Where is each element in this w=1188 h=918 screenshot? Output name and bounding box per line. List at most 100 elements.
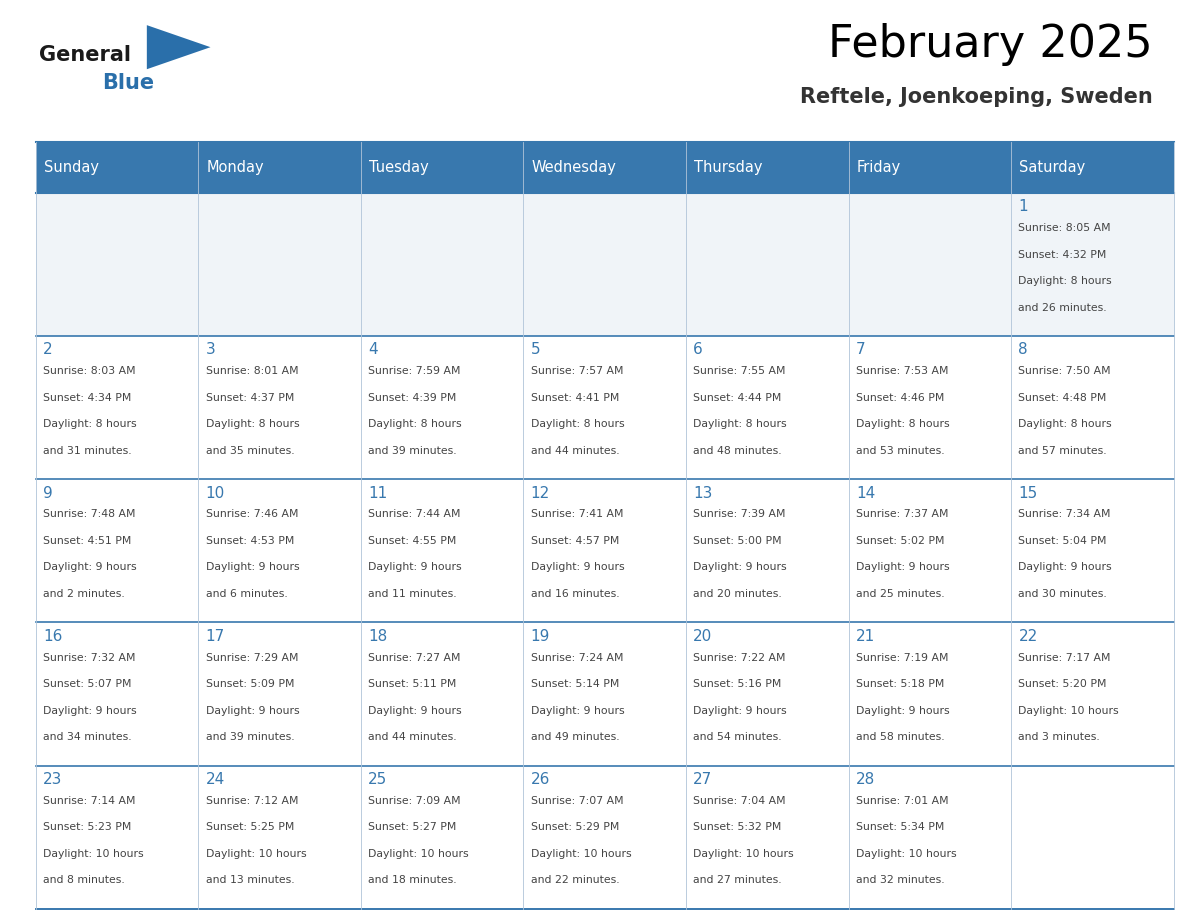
Text: and 57 minutes.: and 57 minutes. [1018,446,1107,455]
Text: Sunset: 5:02 PM: Sunset: 5:02 PM [855,536,944,546]
Text: Daylight: 9 hours: Daylight: 9 hours [694,706,786,716]
Text: 13: 13 [694,486,713,500]
Text: Sunset: 5:27 PM: Sunset: 5:27 PM [368,823,456,833]
Text: Sunset: 5:25 PM: Sunset: 5:25 PM [206,823,293,833]
Text: Saturday: Saturday [1019,160,1086,175]
Text: 18: 18 [368,629,387,644]
Text: Daylight: 9 hours: Daylight: 9 hours [1018,563,1112,573]
Text: and 44 minutes.: and 44 minutes. [368,733,456,742]
Text: Daylight: 10 hours: Daylight: 10 hours [855,849,956,859]
Text: Sunset: 4:55 PM: Sunset: 4:55 PM [368,536,456,546]
Text: Sunset: 4:37 PM: Sunset: 4:37 PM [206,393,293,403]
Text: General: General [39,45,132,65]
Text: and 18 minutes.: and 18 minutes. [368,876,456,885]
Text: 9: 9 [43,486,52,500]
Text: Thursday: Thursday [694,160,763,175]
Text: Sunset: 5:20 PM: Sunset: 5:20 PM [1018,679,1107,689]
Text: and 22 minutes.: and 22 minutes. [531,876,619,885]
Text: Daylight: 10 hours: Daylight: 10 hours [531,849,631,859]
Text: Sunrise: 7:17 AM: Sunrise: 7:17 AM [1018,653,1111,663]
Text: and 48 minutes.: and 48 minutes. [694,446,782,455]
Text: Sunrise: 8:03 AM: Sunrise: 8:03 AM [43,366,135,376]
Text: Daylight: 8 hours: Daylight: 8 hours [1018,276,1112,286]
Text: Daylight: 8 hours: Daylight: 8 hours [43,420,137,430]
Text: Sunrise: 8:01 AM: Sunrise: 8:01 AM [206,366,298,376]
Text: Friday: Friday [857,160,901,175]
Text: and 27 minutes.: and 27 minutes. [694,876,782,885]
Text: Sunrise: 8:05 AM: Sunrise: 8:05 AM [1018,223,1111,233]
Text: Sunset: 5:14 PM: Sunset: 5:14 PM [531,679,619,689]
Text: Sunrise: 7:14 AM: Sunrise: 7:14 AM [43,796,135,806]
Text: 16: 16 [43,629,62,644]
Text: and 44 minutes.: and 44 minutes. [531,446,619,455]
Text: 15: 15 [1018,486,1038,500]
Text: Sunrise: 7:57 AM: Sunrise: 7:57 AM [531,366,624,376]
Text: and 35 minutes.: and 35 minutes. [206,446,295,455]
Text: 25: 25 [368,772,387,787]
Text: Daylight: 10 hours: Daylight: 10 hours [368,849,469,859]
Text: Reftele, Joenkoeping, Sweden: Reftele, Joenkoeping, Sweden [800,87,1152,106]
Text: 4: 4 [368,342,378,357]
Text: Daylight: 9 hours: Daylight: 9 hours [855,706,949,716]
Text: Sunrise: 7:19 AM: Sunrise: 7:19 AM [855,653,948,663]
Text: Daylight: 9 hours: Daylight: 9 hours [531,706,625,716]
Text: Sunrise: 7:39 AM: Sunrise: 7:39 AM [694,509,785,520]
Text: Daylight: 9 hours: Daylight: 9 hours [694,563,786,573]
Text: Sunset: 4:39 PM: Sunset: 4:39 PM [368,393,456,403]
Text: Sunrise: 7:50 AM: Sunrise: 7:50 AM [1018,366,1111,376]
Text: Daylight: 8 hours: Daylight: 8 hours [694,420,786,430]
Text: Daylight: 8 hours: Daylight: 8 hours [1018,420,1112,430]
Text: 20: 20 [694,629,713,644]
Text: Tuesday: Tuesday [369,160,429,175]
Text: and 39 minutes.: and 39 minutes. [368,446,456,455]
Text: Monday: Monday [207,160,264,175]
Text: and 11 minutes.: and 11 minutes. [368,589,456,599]
Text: 11: 11 [368,486,387,500]
Text: Daylight: 8 hours: Daylight: 8 hours [206,420,299,430]
Text: 2: 2 [43,342,52,357]
Text: and 2 minutes.: and 2 minutes. [43,589,125,599]
Text: 24: 24 [206,772,225,787]
Text: Sunrise: 7:48 AM: Sunrise: 7:48 AM [43,509,135,520]
Text: Sunset: 5:11 PM: Sunset: 5:11 PM [368,679,456,689]
Text: Daylight: 9 hours: Daylight: 9 hours [531,563,625,573]
Text: Daylight: 9 hours: Daylight: 9 hours [368,563,462,573]
Text: Sunset: 4:34 PM: Sunset: 4:34 PM [43,393,132,403]
Text: Sunset: 5:18 PM: Sunset: 5:18 PM [855,679,944,689]
Text: and 53 minutes.: and 53 minutes. [855,446,944,455]
Text: Daylight: 10 hours: Daylight: 10 hours [206,849,307,859]
Text: Sunrise: 7:09 AM: Sunrise: 7:09 AM [368,796,461,806]
Text: and 39 minutes.: and 39 minutes. [206,733,295,742]
Text: Sunrise: 7:27 AM: Sunrise: 7:27 AM [368,653,461,663]
Text: Sunrise: 7:34 AM: Sunrise: 7:34 AM [1018,509,1111,520]
Polygon shape [147,25,210,69]
Text: and 26 minutes.: and 26 minutes. [1018,303,1107,312]
Text: Daylight: 8 hours: Daylight: 8 hours [531,420,625,430]
Text: Sunday: Sunday [44,160,99,175]
Text: Daylight: 8 hours: Daylight: 8 hours [368,420,462,430]
Text: Sunset: 4:53 PM: Sunset: 4:53 PM [206,536,293,546]
Text: Sunrise: 7:37 AM: Sunrise: 7:37 AM [855,509,948,520]
Text: Sunset: 5:04 PM: Sunset: 5:04 PM [1018,536,1107,546]
Text: 5: 5 [531,342,541,357]
Text: Sunset: 5:09 PM: Sunset: 5:09 PM [206,679,295,689]
Text: Sunset: 5:00 PM: Sunset: 5:00 PM [694,536,782,546]
Text: 12: 12 [531,486,550,500]
Text: Sunset: 5:34 PM: Sunset: 5:34 PM [855,823,944,833]
Text: Wednesday: Wednesday [531,160,617,175]
Text: and 30 minutes.: and 30 minutes. [1018,589,1107,599]
Text: 14: 14 [855,486,876,500]
Text: Daylight: 10 hours: Daylight: 10 hours [43,849,144,859]
Text: and 20 minutes.: and 20 minutes. [694,589,782,599]
Text: 28: 28 [855,772,876,787]
Text: Sunset: 5:29 PM: Sunset: 5:29 PM [531,823,619,833]
Text: Sunrise: 7:59 AM: Sunrise: 7:59 AM [368,366,461,376]
Text: Sunset: 4:32 PM: Sunset: 4:32 PM [1018,250,1107,260]
Text: Daylight: 9 hours: Daylight: 9 hours [43,706,137,716]
Text: 8: 8 [1018,342,1028,357]
Text: Daylight: 9 hours: Daylight: 9 hours [855,563,949,573]
Text: Daylight: 9 hours: Daylight: 9 hours [368,706,462,716]
Text: Sunrise: 7:41 AM: Sunrise: 7:41 AM [531,509,624,520]
Text: Sunset: 4:48 PM: Sunset: 4:48 PM [1018,393,1107,403]
Text: and 58 minutes.: and 58 minutes. [855,733,944,742]
